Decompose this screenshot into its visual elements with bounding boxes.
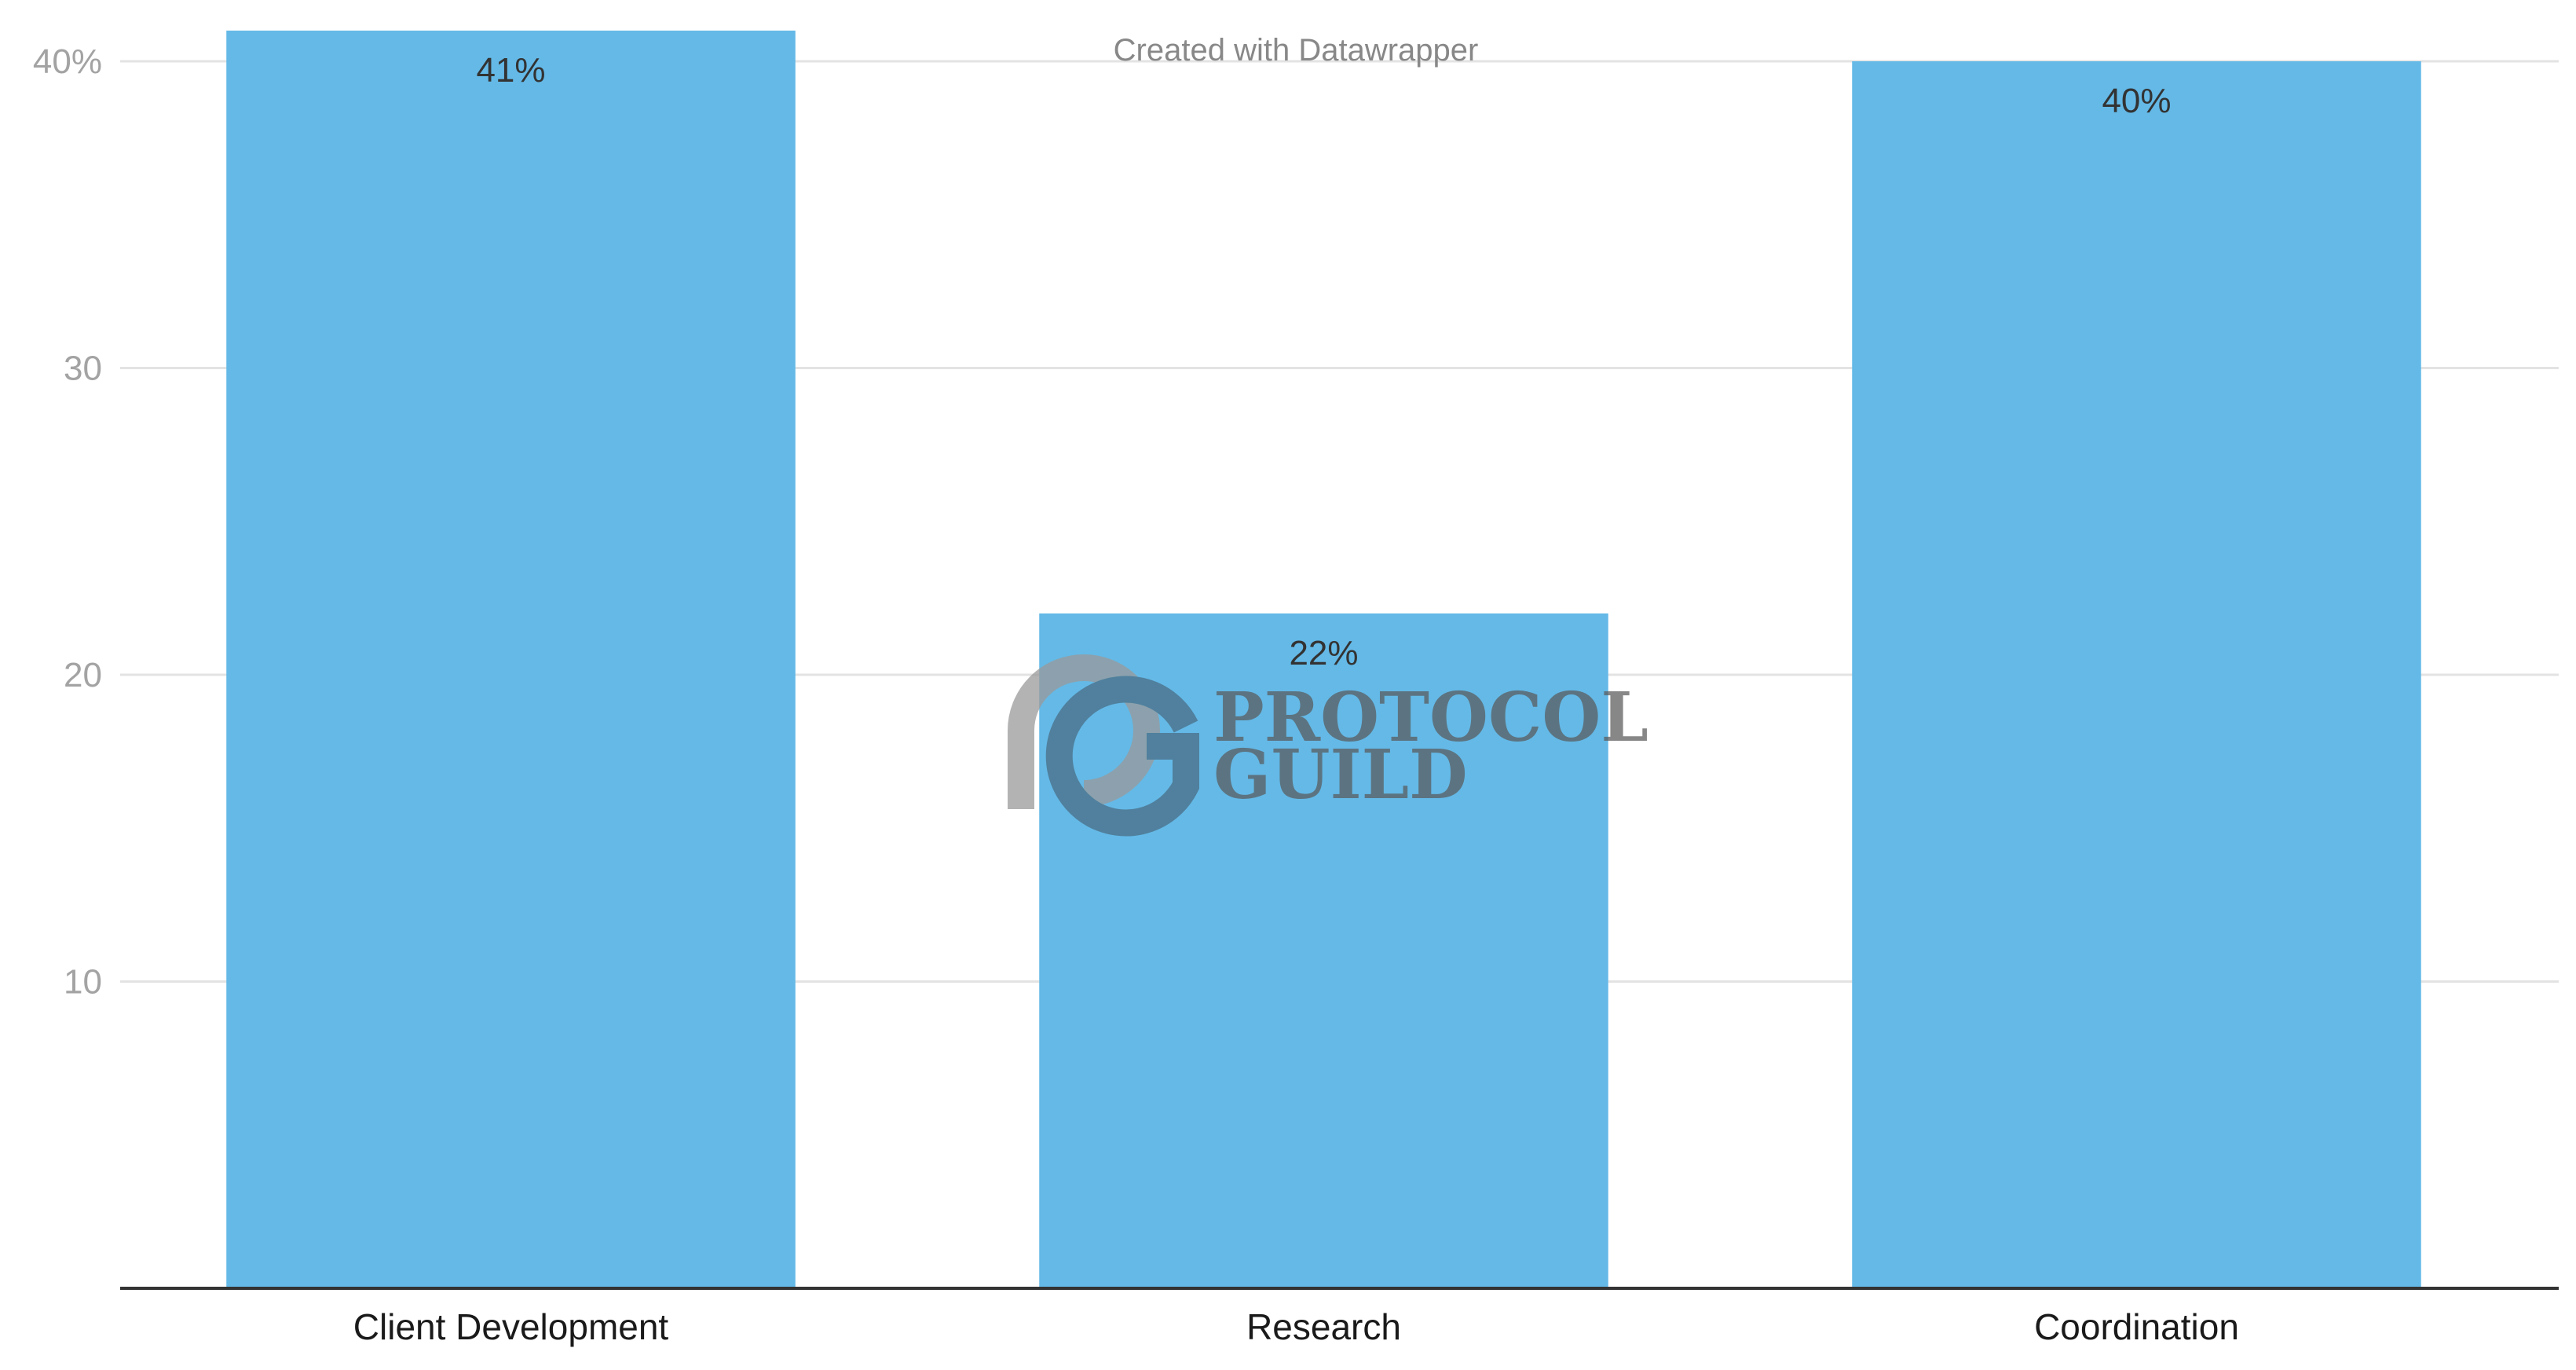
x-tick-label: Client Development <box>353 1306 669 1347</box>
data-label: 22% <box>1289 634 1358 672</box>
y-tick-label: 30 <box>64 350 102 388</box>
protocol-guild-logo-icon <box>1008 654 1199 837</box>
data-label: 40% <box>2102 82 2171 120</box>
y-tick-label: 10 <box>64 963 102 1002</box>
data-labels: 41% 22% 40% <box>476 51 2171 672</box>
x-axis-ticks: Client Development Research Coordination <box>353 1306 2239 1347</box>
y-tick-label: 40% <box>33 42 102 81</box>
x-tick-label: Research <box>1246 1306 1401 1347</box>
credit-text: Created with Datawrapper <box>1114 33 1479 68</box>
bar <box>1852 61 2421 1288</box>
y-tick-label: 20 <box>64 656 102 694</box>
watermark-logo: PROTOCOL GUILD <box>1008 654 1648 837</box>
data-label: 41% <box>476 51 545 90</box>
y-axis-ticks: 10 20 30 40% <box>33 42 102 1002</box>
x-tick-label: Coordination <box>2034 1306 2239 1347</box>
bar <box>226 30 796 1289</box>
bars <box>226 30 2421 1289</box>
watermark-line2: GUILD <box>1213 735 1468 815</box>
watermark-line1: PROTOCOL <box>1213 678 1648 757</box>
